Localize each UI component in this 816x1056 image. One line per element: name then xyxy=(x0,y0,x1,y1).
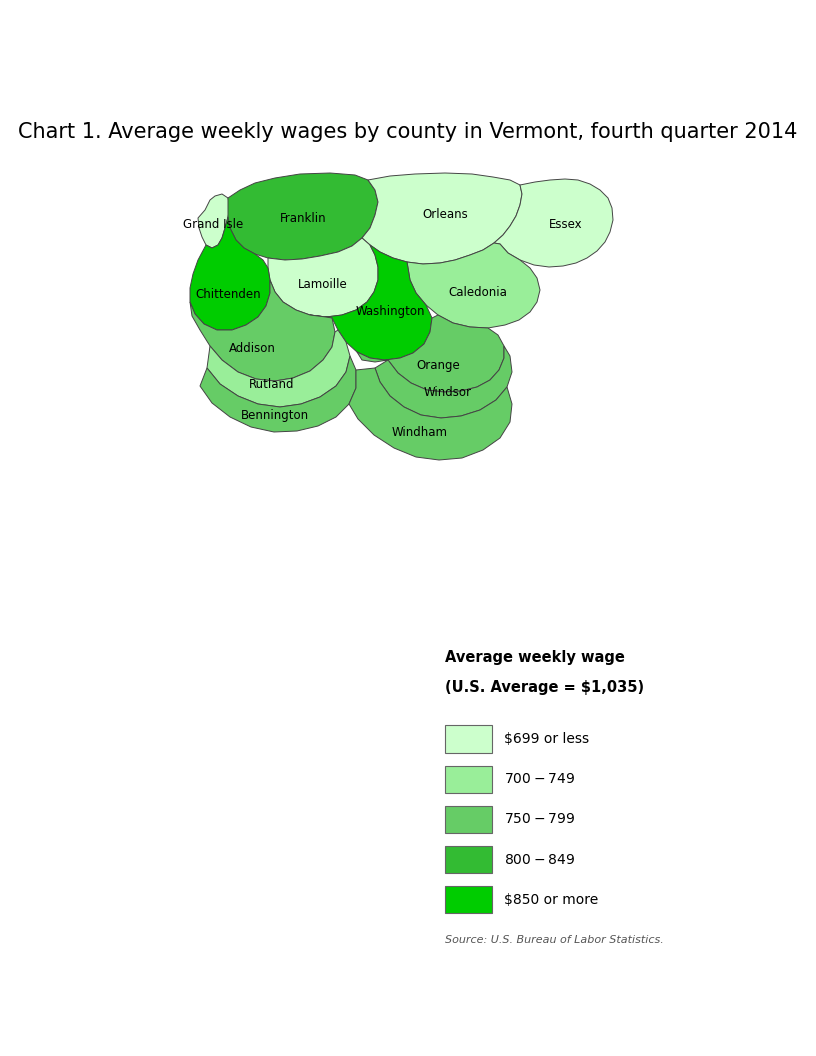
Polygon shape xyxy=(375,346,512,418)
Polygon shape xyxy=(190,216,270,329)
Polygon shape xyxy=(268,238,378,317)
Polygon shape xyxy=(228,173,378,260)
Text: $850 or more: $850 or more xyxy=(504,892,599,907)
Text: Addison: Addison xyxy=(228,341,276,355)
Polygon shape xyxy=(494,180,613,267)
Polygon shape xyxy=(190,280,335,381)
Text: Caledonia: Caledonia xyxy=(449,286,508,300)
Text: $750-$799: $750-$799 xyxy=(504,812,575,827)
Text: Average weekly wage: Average weekly wage xyxy=(445,650,624,665)
Polygon shape xyxy=(207,329,350,407)
Text: Chart 1. Average weekly wages by county in Vermont, fourth quarter 2014: Chart 1. Average weekly wages by county … xyxy=(18,122,798,142)
Polygon shape xyxy=(362,173,522,264)
Text: $699 or less: $699 or less xyxy=(504,732,589,747)
Polygon shape xyxy=(200,356,356,432)
Text: Orleans: Orleans xyxy=(422,208,468,222)
Text: Windham: Windham xyxy=(392,426,448,438)
Polygon shape xyxy=(349,367,512,460)
Text: $800-$849: $800-$849 xyxy=(504,852,575,867)
Polygon shape xyxy=(310,245,432,360)
Polygon shape xyxy=(407,243,540,328)
Polygon shape xyxy=(198,194,230,248)
Text: Essex: Essex xyxy=(549,219,583,231)
Text: $700-$749: $700-$749 xyxy=(504,772,575,787)
Text: Lamoille: Lamoille xyxy=(298,279,348,291)
Text: (U.S. Average = $1,035): (U.S. Average = $1,035) xyxy=(445,680,644,695)
Text: Chittenden: Chittenden xyxy=(195,288,261,302)
Text: Grand Isle: Grand Isle xyxy=(183,219,243,231)
Text: Washington: Washington xyxy=(355,305,425,319)
Text: Rutland: Rutland xyxy=(249,378,295,392)
Text: Orange: Orange xyxy=(416,358,460,372)
Text: Source: U.S. Bureau of Labor Statistics.: Source: U.S. Bureau of Labor Statistics. xyxy=(445,935,663,944)
Text: Bennington: Bennington xyxy=(241,409,309,421)
Polygon shape xyxy=(357,315,504,392)
Text: Windsor: Windsor xyxy=(424,385,472,398)
Text: Franklin: Franklin xyxy=(280,211,326,225)
